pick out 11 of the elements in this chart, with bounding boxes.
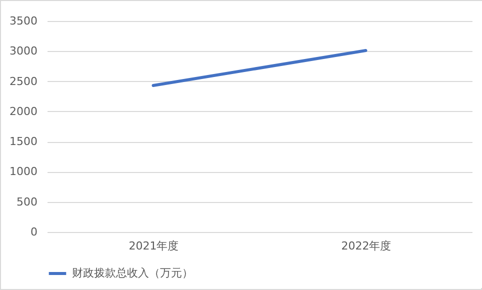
- y-tick-label: 1500: [10, 135, 38, 148]
- y-tick-label: 500: [16, 195, 38, 208]
- x-tick-label: 2022年度: [341, 240, 392, 252]
- y-tick-label: 2500: [10, 74, 38, 88]
- y-tick-label: 2000: [10, 104, 38, 118]
- y-tick-label: 0: [30, 226, 38, 238]
- x-tick-label: 2021年度: [128, 240, 179, 252]
- legend-label: 财政拨款总收入（万元）: [72, 266, 193, 280]
- y-tick-label: 3000: [10, 44, 38, 58]
- y-tick-label: 1000: [10, 165, 38, 178]
- y-tick-label: 3500: [10, 14, 38, 28]
